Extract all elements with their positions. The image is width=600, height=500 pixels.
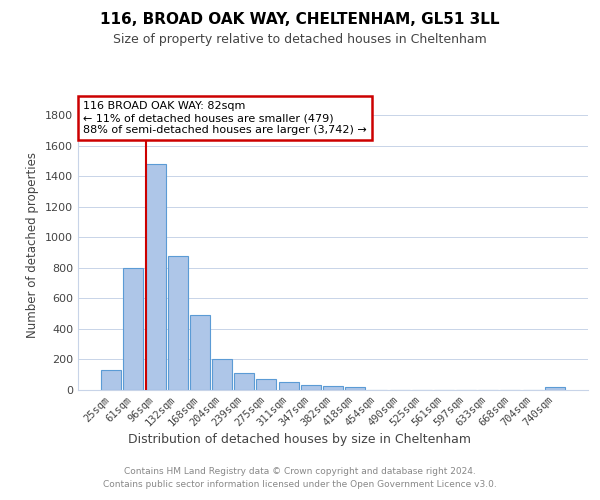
- Bar: [212, 358, 232, 390]
- Bar: [190, 315, 210, 390]
- Text: Contains public sector information licensed under the Open Government Licence v3: Contains public sector information licen…: [103, 480, 497, 489]
- Bar: [234, 373, 254, 390]
- Text: Size of property relative to detached houses in Cheltenham: Size of property relative to detached ho…: [113, 32, 487, 46]
- Bar: [101, 370, 121, 390]
- Text: 116, BROAD OAK WAY, CHELTENHAM, GL51 3LL: 116, BROAD OAK WAY, CHELTENHAM, GL51 3LL: [100, 12, 500, 28]
- Bar: [301, 384, 321, 390]
- Text: 116 BROAD OAK WAY: 82sqm
← 11% of detached houses are smaller (479)
88% of semi-: 116 BROAD OAK WAY: 82sqm ← 11% of detach…: [83, 102, 367, 134]
- Bar: [323, 386, 343, 390]
- Bar: [146, 164, 166, 390]
- Bar: [545, 387, 565, 390]
- Bar: [256, 378, 277, 390]
- Text: Contains HM Land Registry data © Crown copyright and database right 2024.: Contains HM Land Registry data © Crown c…: [124, 468, 476, 476]
- Bar: [278, 382, 299, 390]
- Y-axis label: Number of detached properties: Number of detached properties: [26, 152, 40, 338]
- Bar: [168, 256, 188, 390]
- Bar: [345, 387, 365, 390]
- Bar: [124, 268, 143, 390]
- Text: Distribution of detached houses by size in Cheltenham: Distribution of detached houses by size …: [128, 432, 472, 446]
